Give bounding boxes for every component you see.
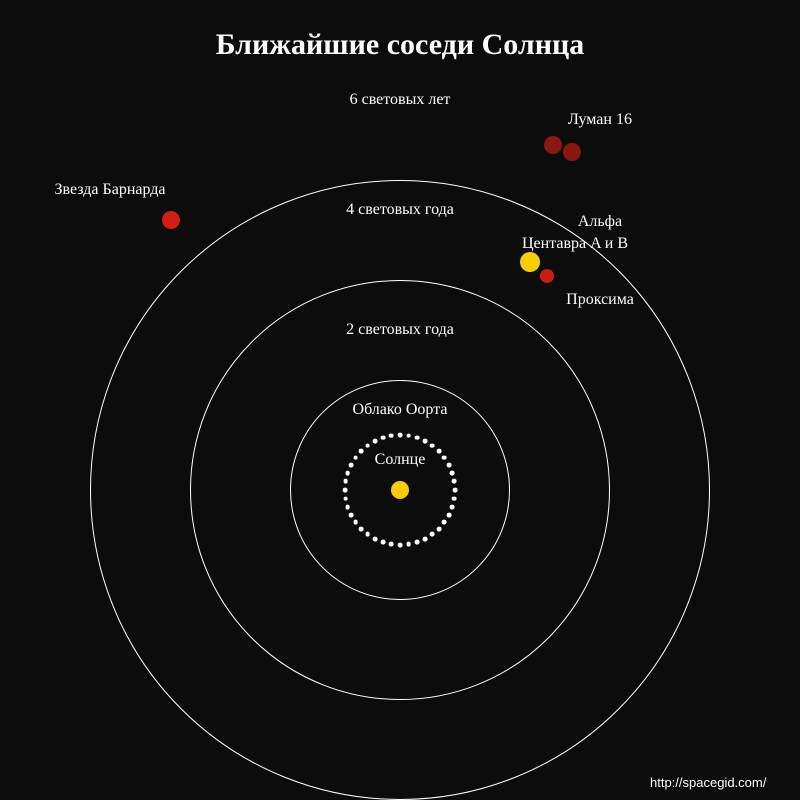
proxima-body [540,269,554,283]
label-oort: Облако Оорта [353,401,448,419]
sun-body [391,481,409,499]
label-luhman16: Луман 16 [568,111,632,129]
barnard-body [162,211,180,229]
label-alpha2: Центавра A и B [522,235,628,253]
diagram-canvas: Ближайшие соседи Солнца http://spacegid.… [0,0,800,800]
luhman16-a-body [544,136,562,154]
label-alpha1: Альфа [578,213,622,231]
label-ring4: 4 световых года [346,201,454,219]
alpha-cen-ab-body [520,252,540,272]
label-sun: Солнце [375,451,426,469]
oort-cloud-ring [0,0,800,800]
label-ring6: 6 световых лет [350,91,451,109]
label-barnard: Звезда Барнарда [54,181,165,199]
luhman16-b-body [563,143,581,161]
label-proxima: Проксима [566,291,634,309]
label-ring2: 2 световых года [346,321,454,339]
